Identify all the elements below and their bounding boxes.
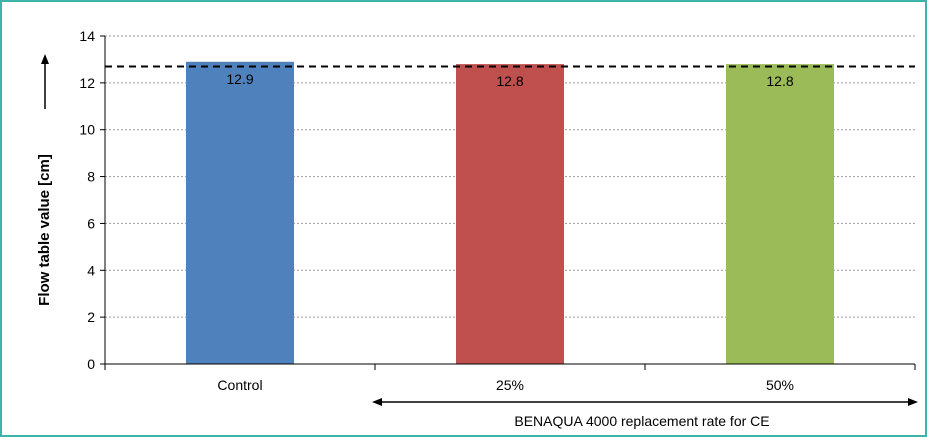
bar [186,61,294,365]
data-labels: 12.9 12.8 12.8 [226,71,793,89]
bars [186,61,834,365]
y-tick-labels: 0 2 4 6 8 10 12 14 [79,28,95,372]
y-tick-label: 6 [87,215,95,231]
y-tick-label: 0 [87,356,95,372]
data-label: 12.8 [496,73,523,89]
x-category-labels: Control 25% 50% [217,377,794,393]
axes [100,35,916,370]
y-tick-label: 8 [87,169,95,185]
replacement-rate-arrowhead-left [372,398,382,406]
bar [456,64,564,364]
y-tick-label: 12 [79,75,95,91]
replacement-rate-annotation: BENAQUA 4000 replacement rate for CE [514,413,769,429]
y-tick-label: 2 [87,309,95,325]
replacement-rate-arrowhead-right [908,398,918,406]
y-tick-label: 4 [87,262,95,278]
x-category-label: Control [217,377,262,393]
y-tick-label: 14 [79,28,95,44]
y-axis-label: Flow table value [cm] [36,154,53,306]
x-category-label: 50% [766,377,794,393]
bar [726,64,834,364]
y-axis-label-group: Flow table value [cm] [36,154,53,306]
x-category-label: 25% [496,377,524,393]
data-label: 12.9 [226,71,253,87]
data-label: 12.8 [766,73,793,89]
y-axis-arrowhead [41,54,49,64]
y-tick-label: 10 [79,122,95,138]
